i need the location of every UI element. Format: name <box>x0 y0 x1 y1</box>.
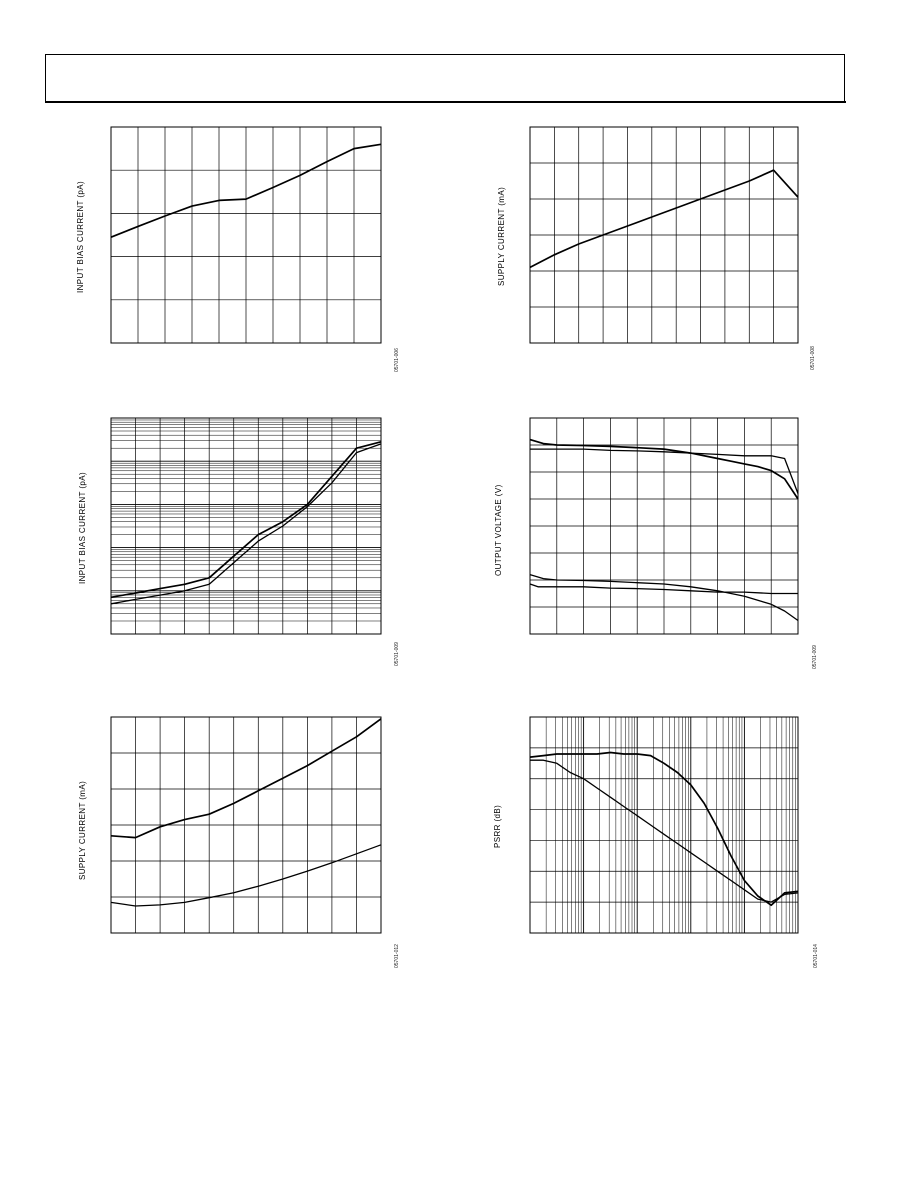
series-line-1 <box>529 751 799 907</box>
header-rule <box>45 101 846 103</box>
chart-p6 <box>529 716 799 934</box>
series-line-2 <box>530 759 799 903</box>
chart-p2 <box>529 126 799 344</box>
plot-frame <box>110 417 382 635</box>
plot-frame <box>529 716 799 934</box>
series-line-2 <box>110 443 382 605</box>
chart-p4 <box>529 417 799 635</box>
page-header-box <box>45 54 845 102</box>
series-line-1 <box>529 169 799 269</box>
series-line-1 <box>110 440 382 599</box>
series-line-4 <box>529 583 798 595</box>
chart-p3 <box>110 417 382 635</box>
series-line-1 <box>110 718 382 839</box>
series-line-3 <box>529 573 799 622</box>
series-line-1 <box>110 143 382 238</box>
series-line-2 <box>110 844 382 907</box>
chart-p1 <box>110 126 382 344</box>
series-line-2 <box>530 448 799 494</box>
chart-p5 <box>110 716 382 934</box>
